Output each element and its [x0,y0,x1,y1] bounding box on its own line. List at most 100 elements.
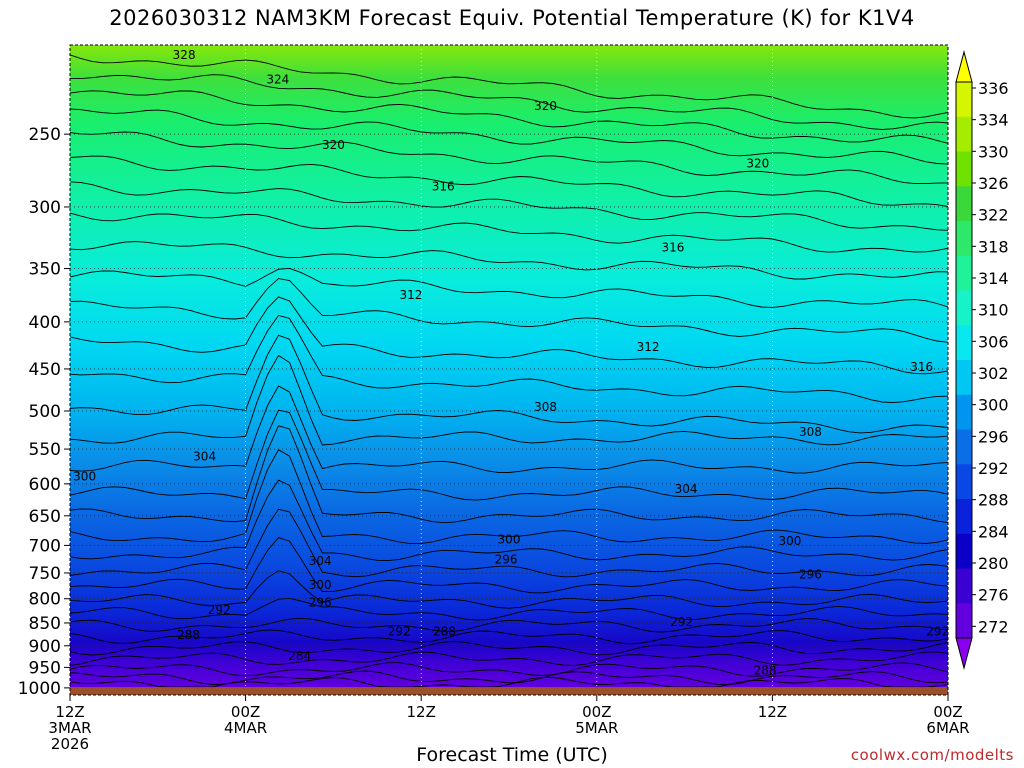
y-tick-label: 250 [29,125,61,145]
colorbar-label: 288 [978,491,1009,510]
colorbar-swatch [956,464,972,500]
contour-label: 316 [661,240,684,254]
contour-label: 316 [432,179,455,193]
contour-label: 296 [495,552,518,566]
colorbar-swatch [956,82,972,118]
y-axis: 250 300 350 400 450 500 550 600 650 700 750 800 850 9… [18,125,70,699]
contour-line [70,296,948,375]
chart-title: 2026030312 NAM3KM Forecast Equiv. Potent… [109,6,915,30]
colorbar-swatch [956,394,972,430]
y-tick-label: 500 [29,402,61,422]
colorbar-swatch [956,186,972,222]
x-tick-label: 4MAR [224,719,267,737]
contour-line [70,354,948,446]
y-tick-label: 650 [29,507,61,527]
contour-label: 288 [754,663,777,677]
x-tick-label: 5MAR [575,719,618,737]
plot-frame [69,44,949,696]
y-tick-label: 700 [29,536,61,556]
contour-line [70,54,948,119]
contour-label: 292 [208,603,231,617]
contour-label: 308 [799,425,822,439]
x-tick-label: 6MAR [926,719,969,737]
y-tick-label: 800 [29,590,61,610]
contour-label: 304 [309,554,332,568]
contour-line [70,676,948,688]
colorbar-label: 284 [978,522,1009,541]
y-tick-label: 600 [29,475,61,495]
colorbar-label: 302 [978,364,1009,383]
x-tick-label: 12Z [55,703,84,721]
colorbar-label: 310 [978,301,1009,320]
y-tick-label: 450 [29,360,61,380]
contour-line [70,570,948,609]
colorbar-label: 272 [978,617,1009,636]
colorbar-swatch [956,568,972,604]
y-tick-label: 1000 [18,679,61,699]
contour-label: 304 [675,482,698,496]
x-axis-label: Forecast Time (UTC) [416,744,608,766]
colorbar-legend: 336 334 330 326 322 318 314 310 306 302 300 296 292 2… [955,50,1009,670]
colorbar-swatch [956,603,972,639]
contour-line [70,241,948,280]
colorbar-label: 336 [978,79,1009,98]
colorbar-swatch [956,325,972,361]
contour-line [70,617,948,633]
plot-area: 328 324 320 320 320 316 316 316 312 312 308 308 304 3… [69,44,949,696]
contour-label: 304 [193,449,216,463]
contour-line [70,409,948,501]
contour-label: 300 [309,578,332,592]
contour-line [70,212,948,253]
y-tick-label: 900 [29,637,61,657]
colorbar-top-arrow [955,50,973,83]
contour-label: 288 [177,628,200,642]
contour-label: 300 [73,469,96,483]
contour-line [70,267,948,308]
colorbar-label: 280 [978,554,1009,573]
contour-line [70,449,948,545]
contour-label: 292 [388,624,411,638]
colorbar-swatch [956,116,972,152]
contour-line [70,278,948,343]
x-tick-label: 12Z [758,703,787,721]
contour-line [70,90,948,144]
x-tick-label: 00Z [582,703,611,721]
contour-line [70,314,948,404]
contour-label: 284 [288,649,311,663]
contour-label: 320 [746,156,769,170]
contour-line [70,508,948,578]
colorbar-label: 296 [978,427,1009,446]
colorbar-label: 306 [978,332,1009,351]
colorbar-label: 318 [978,237,1009,256]
y-tick-label: 400 [29,313,61,333]
contour-label: 312 [400,288,423,302]
ground-surface [70,687,948,695]
contour-line [70,537,948,594]
colorbar-label: 300 [978,396,1009,415]
colorbar-swatch [956,290,972,326]
contour-label: 292 [926,624,949,638]
contour-line [70,662,948,677]
contour-label: 324 [266,72,289,86]
x-tick-label: 3MAR [48,719,91,737]
contour-line [70,641,948,656]
colorbar-swatch [956,255,972,291]
contour-line [70,181,948,231]
contour-line [70,597,948,621]
contour-label: 296 [799,568,822,582]
contour-label: 288 [433,624,456,638]
y-tick-label: 950 [29,658,61,678]
contour-line [70,425,948,524]
colorbar-swatch [956,221,972,257]
colorbar-label: 276 [978,586,1009,605]
contour-label: 296 [309,596,332,610]
colorbar-swatch [956,533,972,569]
colorbar-swatch [956,360,972,396]
colorbar-swatch [956,499,972,535]
contour-line [70,334,948,434]
contour-label: 292 [670,615,693,629]
contour-line [70,670,948,686]
y-tick-label: 350 [29,260,61,280]
